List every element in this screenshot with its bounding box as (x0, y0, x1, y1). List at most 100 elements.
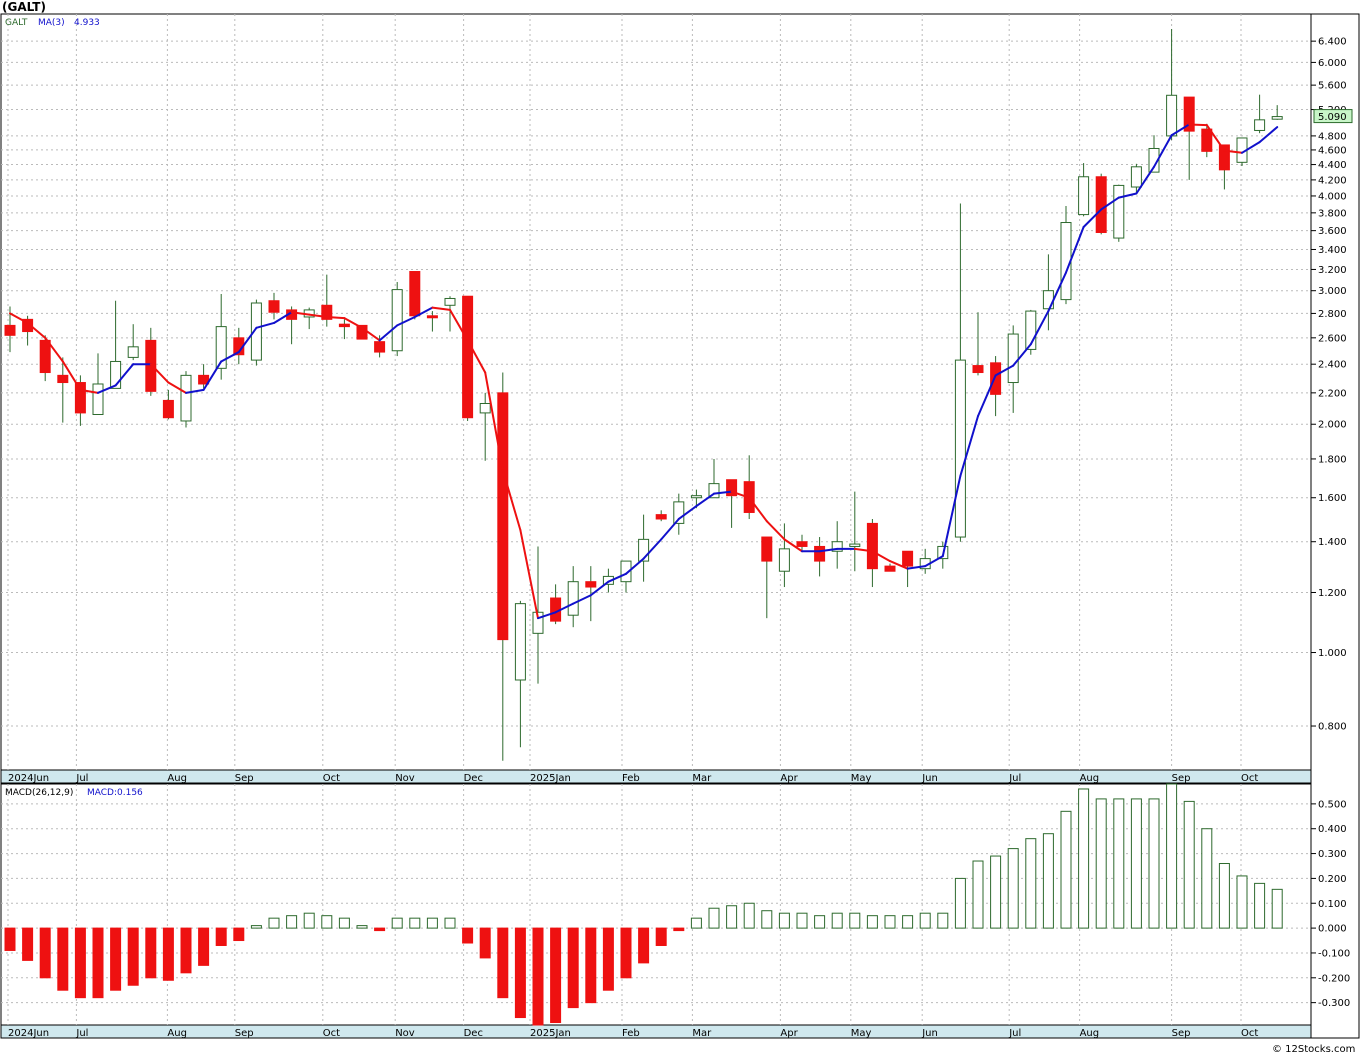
candle (145, 327, 157, 396)
macd-bar (92, 927, 104, 999)
ma-segment (625, 557, 645, 575)
macd-bar (761, 910, 773, 929)
macd-tick-label: -0.300 (1318, 998, 1350, 1009)
candle-body (22, 318, 34, 333)
ma-segment (1223, 149, 1243, 154)
macd-bar (550, 927, 562, 1024)
price-tick-label: 3.000 (1318, 286, 1347, 297)
ma-segment (607, 572, 627, 583)
candle-body (127, 346, 139, 358)
price-tick-label: 0.800 (1318, 722, 1347, 733)
month-label: Jul (1008, 773, 1021, 784)
candle (198, 364, 210, 389)
macd-bar (602, 927, 614, 991)
candle (726, 479, 738, 528)
ma-segment (1135, 165, 1155, 195)
candle (497, 372, 509, 761)
macd-bar (426, 917, 438, 929)
macd-bar (321, 915, 333, 929)
macd-bar (972, 860, 984, 929)
candle (1218, 144, 1230, 190)
macd-bar (338, 917, 350, 929)
month-label: Sep (235, 773, 254, 784)
macd-bar (391, 917, 403, 929)
month-label: 2025Jan (530, 1028, 571, 1039)
macd-bar (743, 902, 755, 929)
macd-histogram (4, 783, 1283, 1026)
macd-bar (585, 927, 597, 1004)
price-tick-label: 4.800 (1318, 131, 1347, 142)
month-label: Jul (75, 773, 88, 784)
macd-bar (919, 912, 931, 929)
macd-bar (479, 927, 491, 959)
candle (796, 534, 808, 552)
candle (215, 294, 227, 380)
candle-body (761, 536, 773, 562)
ma-segment (97, 384, 117, 394)
month-label: Dec (464, 773, 483, 784)
candlestick-series (4, 29, 1283, 761)
ma-segment (255, 321, 275, 329)
macd-bar (233, 927, 245, 942)
ma-segment (114, 363, 135, 387)
macd-bar (180, 927, 192, 974)
candle-body (479, 402, 491, 414)
ma-segment (378, 324, 399, 342)
macd-bar (286, 915, 298, 929)
macd-bar (814, 915, 826, 929)
ma-segment (818, 547, 839, 553)
price-tick-label: 1.400 (1318, 537, 1347, 548)
ma-segment (449, 308, 469, 342)
candle-body (972, 365, 984, 374)
ma-segment (519, 529, 539, 620)
ma-segment (1241, 141, 1261, 154)
macd-tick-label: 0.300 (1318, 849, 1347, 860)
macd-bar (1254, 882, 1266, 929)
ma-segment (765, 520, 786, 541)
ma-segment (853, 547, 874, 553)
price-tick-label: 4.600 (1318, 145, 1347, 156)
ma-segment (149, 363, 170, 384)
candle (550, 584, 562, 625)
candle (990, 356, 1002, 417)
candle-body (444, 297, 456, 306)
price-tick-label: 4.200 (1318, 175, 1347, 186)
candle (708, 458, 720, 499)
candle-body (1025, 310, 1037, 350)
candle-body (585, 581, 597, 588)
candle (462, 295, 474, 421)
macd-bar (22, 927, 34, 961)
candle-body (567, 581, 579, 616)
macd-bar (268, 917, 280, 929)
candle (338, 319, 350, 340)
price-axis-band (0, 769, 1312, 784)
ma-segment (906, 565, 927, 570)
candle-body (198, 374, 210, 385)
ma-segment (361, 326, 381, 342)
ma-segment (79, 388, 99, 394)
candle-body (902, 550, 914, 567)
ma-segment (185, 388, 205, 394)
candle (954, 203, 966, 542)
candle-body (92, 383, 104, 416)
macd-bar (162, 927, 174, 981)
macd-bar (954, 877, 966, 929)
macd-bar (1148, 798, 1160, 929)
price-panel-frame (0, 13, 1312, 771)
candle-body (990, 362, 1002, 395)
candle-body (1148, 147, 1160, 173)
candle (884, 563, 896, 572)
ma-segment (660, 517, 680, 541)
price-tick-label: 2.400 (1318, 360, 1347, 371)
candle (1025, 309, 1037, 355)
ma-segment (1258, 126, 1279, 144)
price-tick-label: 3.400 (1318, 245, 1347, 256)
candle-body (796, 541, 808, 547)
month-label: Jun (921, 1028, 938, 1039)
ma-segment (396, 315, 416, 327)
candle (127, 324, 139, 361)
candle-body (849, 543, 861, 547)
candle-body (4, 324, 16, 336)
ma-segment (501, 469, 522, 532)
